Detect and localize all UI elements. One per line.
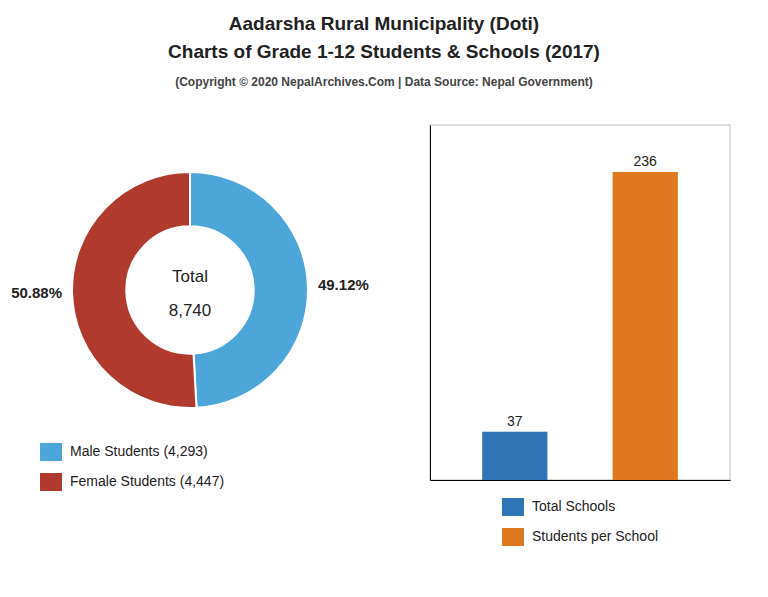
data-label: 236 xyxy=(634,153,658,169)
legend-swatch xyxy=(502,498,524,516)
axis-line xyxy=(430,126,431,481)
legend-swatch xyxy=(40,443,62,461)
title: Aadarsha Rural Municipality (Doti) xyxy=(229,13,539,34)
bar-chart: 37 236 Total Schools Students per School xyxy=(430,125,731,546)
legend-label: Male Students (4,293) xyxy=(70,443,208,459)
bars xyxy=(482,172,678,480)
pie-chart: 49.12% 50.88% Total 8,740 Male Students (4,2… xyxy=(11,172,369,491)
slice xyxy=(190,172,308,408)
data-label: 49.12% xyxy=(318,276,369,293)
legend-item: Total Schools xyxy=(502,498,615,516)
plot-frame xyxy=(430,125,730,480)
axis-line xyxy=(431,480,731,481)
legend: Total Schools Students per School xyxy=(502,498,658,546)
bar xyxy=(482,432,547,480)
legend-label: Total Schools xyxy=(532,498,615,514)
data-label: 50.88% xyxy=(11,284,62,301)
legend-label: Students per School xyxy=(532,528,658,544)
title: Charts of Grade 1-12 Students & Schools … xyxy=(168,41,600,62)
bar xyxy=(613,172,678,480)
legend-item: Male Students (4,293) xyxy=(40,443,208,461)
x-axis xyxy=(431,480,731,481)
slices xyxy=(72,172,308,408)
subtitle: (Copyright © 2020 NepalArchives.Com | Da… xyxy=(175,75,593,89)
legend-swatch xyxy=(40,473,62,491)
center-text: Total xyxy=(172,267,208,286)
center-text: 8,740 xyxy=(169,301,212,320)
legend-item: Students per School xyxy=(502,528,658,546)
y-axis xyxy=(430,126,431,481)
chart-root: Aadarsha Rural Municipality (Doti) Charts… xyxy=(0,0,768,597)
data-label: 37 xyxy=(507,413,523,429)
legend: Male Students (4,293) Female Students (4,… xyxy=(40,443,224,491)
slice xyxy=(72,172,197,408)
legend-item: Female Students (4,447) xyxy=(40,473,224,491)
legend-label: Female Students (4,447) xyxy=(70,473,224,489)
legend-swatch xyxy=(502,528,524,546)
